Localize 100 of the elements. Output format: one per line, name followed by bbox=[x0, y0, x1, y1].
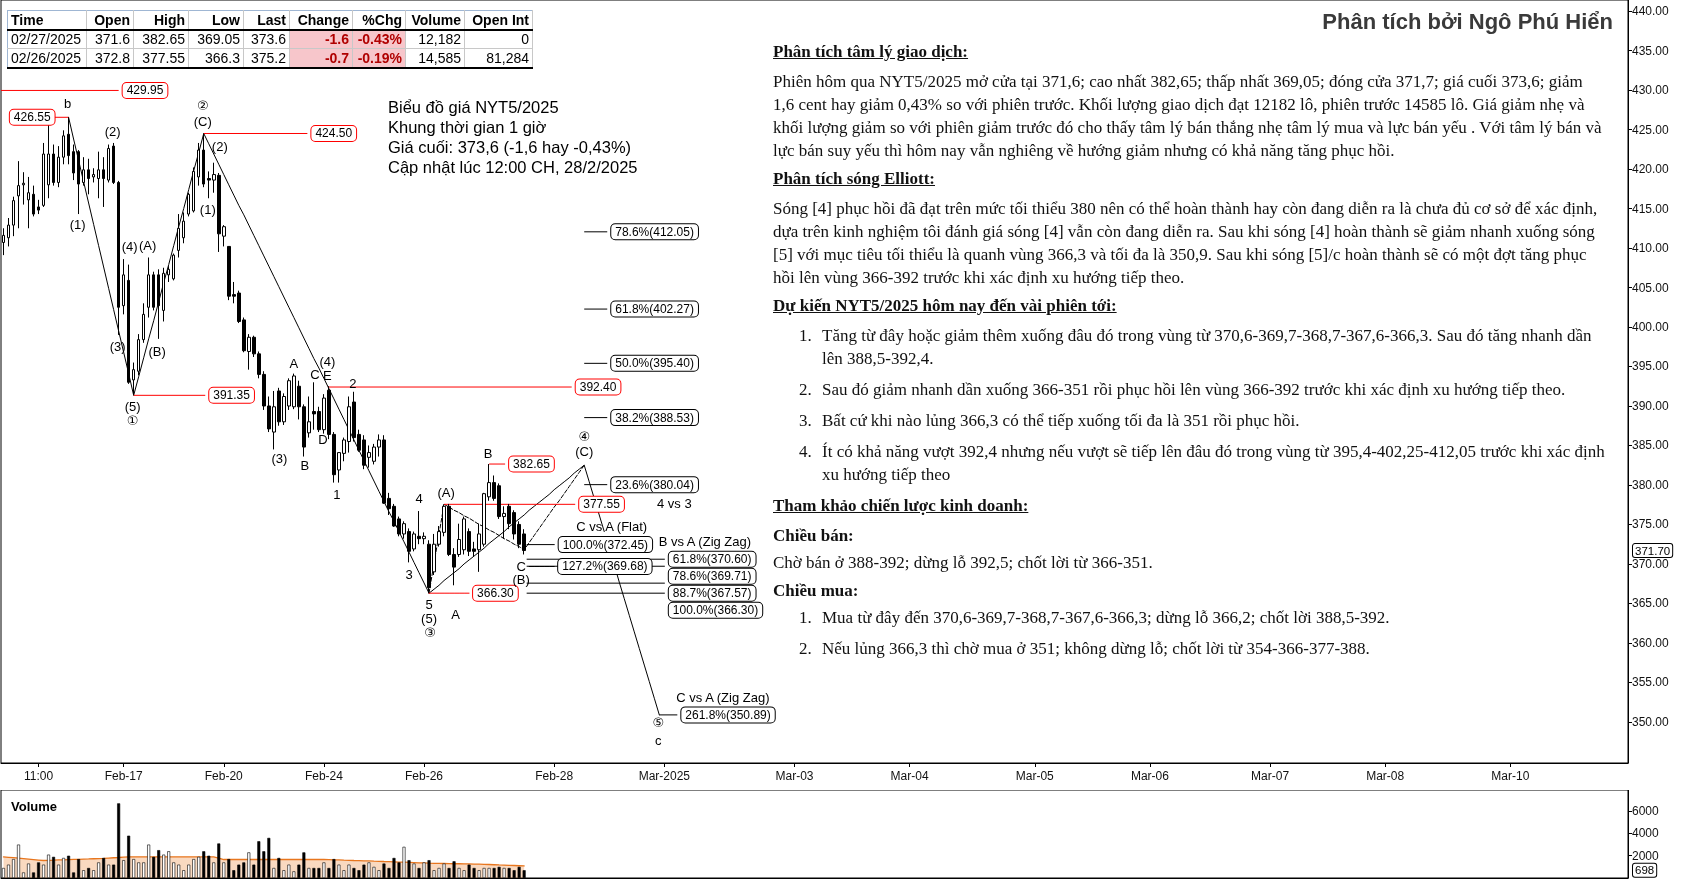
ref-line-label: 382.65 bbox=[513, 457, 551, 472]
annotation: Bất cứ khi nào lủng 366,3 có thể tiếp xuống tối đa là 351 rồi phục hồi. bbox=[822, 411, 1300, 430]
x-tick-label: Feb-26 bbox=[405, 769, 444, 783]
y-tick-label: 4000 bbox=[1632, 826, 1660, 841]
annotation: Giá cuối: 373,6 (-1,6 hay -0,43%) bbox=[388, 137, 633, 157]
data-label: -1.6 bbox=[289, 29, 353, 49]
annotation: C bbox=[516, 558, 526, 574]
annotation: b bbox=[63, 95, 72, 111]
data-label: 0 bbox=[464, 29, 533, 49]
x-tick-label: Mar-03 bbox=[775, 769, 814, 783]
y-tick-label: 360.00 bbox=[1632, 635, 1670, 650]
category-label: High bbox=[133, 10, 189, 30]
x-tick-label: Feb-28 bbox=[535, 769, 574, 783]
x-tick-label: Mar-04 bbox=[890, 769, 929, 783]
x-tick-label: Mar-07 bbox=[1251, 769, 1290, 783]
category-label: 1. bbox=[799, 325, 812, 347]
series-label: 366.30 bbox=[477, 586, 515, 601]
data-label: 373.6 bbox=[243, 29, 290, 49]
annotation: (5) bbox=[124, 399, 141, 415]
annotation: ⑤ bbox=[652, 715, 665, 731]
annotation: (A) bbox=[139, 238, 157, 254]
data-label: 375.2 bbox=[243, 48, 290, 68]
annotation: (B) bbox=[148, 343, 166, 359]
annotation: (1) bbox=[69, 216, 86, 232]
x-tick-label: Mar-2025 bbox=[638, 769, 691, 783]
category-label: Last bbox=[243, 10, 290, 30]
ref-line-label: 61.8%(370.60) bbox=[672, 552, 752, 567]
series-label: 02/26/2025 bbox=[7, 48, 87, 68]
annotation: 3 bbox=[405, 566, 413, 582]
annotation: (4) bbox=[319, 354, 336, 370]
annotation: (A) bbox=[437, 485, 455, 501]
text: Phân tích sóng Elliott: bbox=[773, 168, 936, 190]
annotation: Chờ bán ở 388-392; dừng lỗ 392,5; chốt lời từ 366-351. bbox=[773, 552, 1154, 574]
x-tick-label: Mar-05 bbox=[1015, 769, 1055, 783]
chart-title: Phân tích bởi Ngô Phú Hiển bbox=[1322, 8, 1613, 34]
ref-line-label: 78.6%(369.71) bbox=[672, 569, 752, 584]
annotation: Sau đó giảm nhanh dần xuống 366-351 rồi phục hồi lên vùng 366-392 trước khi xác định xu hướng tiếp theo. bbox=[822, 380, 1566, 399]
annotation: (1) bbox=[199, 201, 216, 217]
y-tick-label: 425.00 bbox=[1632, 122, 1670, 137]
ref-line-label: 426.55 bbox=[13, 110, 51, 125]
data-label: -0.7 bbox=[289, 48, 353, 68]
category-label: Low bbox=[188, 10, 244, 30]
annotation: (3) bbox=[271, 451, 288, 467]
ref-line-label: 392.40 bbox=[579, 380, 617, 395]
ref-line-label: 78.6%(412.05) bbox=[615, 224, 694, 239]
ref-line-label: 100.0%(366.30) bbox=[672, 603, 759, 618]
y-tick-label: 435.00 bbox=[1632, 43, 1670, 58]
x-tick-label: Mar-08 bbox=[1366, 769, 1405, 783]
x-tick-label: Feb-20 bbox=[204, 769, 244, 783]
y-tick-label: 375.00 bbox=[1632, 517, 1670, 532]
y-tick-label: 370.00 bbox=[1632, 556, 1670, 571]
ref-line-label: 61.8%(402.27) bbox=[615, 302, 694, 317]
annotation: C vs A (Flat) bbox=[576, 518, 648, 534]
annotation: (C) bbox=[575, 443, 594, 459]
text: Phân tích tâm lý giao dịch: bbox=[773, 41, 970, 63]
annotation: B bbox=[483, 445, 493, 461]
data-label: -0.43% bbox=[352, 29, 406, 49]
annotation: (B) bbox=[512, 572, 530, 588]
data-label: 377.55 bbox=[133, 48, 189, 68]
category-label: 3. bbox=[799, 410, 812, 432]
x-tick-label: Mar-10 bbox=[1491, 769, 1530, 783]
text: Volume bbox=[11, 799, 57, 814]
ref-line-label: 391.35 bbox=[213, 388, 251, 403]
ref-line-label: 23.6%(380.04) bbox=[615, 477, 694, 492]
data-label: 382.65 bbox=[133, 29, 189, 49]
ref-line-label: 100.0%(372.45) bbox=[562, 537, 649, 552]
y-tick-label: 6000 bbox=[1632, 804, 1660, 819]
text: Dự kiến NYT5/2025 hôm nay đến vài phiên tới: bbox=[773, 295, 1118, 317]
annotation: E bbox=[323, 368, 333, 384]
annotation: 4 bbox=[415, 490, 423, 506]
annotation: 5 bbox=[425, 596, 433, 612]
data-label: 369.05 bbox=[188, 29, 244, 49]
ref-line-label: 261.8%(350.89) bbox=[685, 707, 771, 722]
y-tick-label: 440.00 bbox=[1632, 4, 1670, 19]
annotation: C bbox=[310, 366, 320, 382]
y-tick-label: 430.00 bbox=[1632, 83, 1670, 98]
annotation: B bbox=[300, 457, 310, 473]
y-tick-label: 415.00 bbox=[1632, 201, 1670, 216]
annotation: D bbox=[318, 432, 328, 448]
data-label: 372.8 bbox=[86, 48, 134, 68]
y-tick-label: 365.00 bbox=[1632, 596, 1670, 611]
y-tick-label: 395.00 bbox=[1632, 359, 1670, 374]
y-tick-label: 390.00 bbox=[1632, 398, 1670, 413]
legend-title: Time bbox=[7, 10, 87, 30]
text: 371.70 bbox=[1635, 544, 1671, 557]
annotation: Sóng [4] phục hồi đã đạt trên mức tối thiểu 380 nên có thể hoàn thành hay còn đang diễn ra là chưa đủ cơ sở để xác định, dựa trên kinh nghiệm tôi đánh giá sóng [4] vẫn còn đang diễn ra. Sau khi sóng [4] hoàn thành sẽ giảm nhanh xuống sóng [5] với mục tiêu tối thiểu là quanh vùng 366,3 và tối đa là 350,9. Sau khi sóng [5]/c hoàn thành sẽ có một đợt tăng phục hồi lên vùng 366-392 trước khi xác định xu hướng tiếp theo. bbox=[773, 198, 1599, 289]
ref-line-label: 38.2%(388.53) bbox=[615, 410, 694, 425]
data-label: -0.19% bbox=[352, 48, 406, 68]
annotation: C vs A (Zig Zag) bbox=[676, 689, 770, 705]
annotation: ① bbox=[126, 413, 139, 429]
series-label: 127.2%(369.68) bbox=[562, 559, 648, 574]
annotation: c bbox=[655, 733, 663, 749]
y-tick-label: 385.00 bbox=[1632, 438, 1670, 453]
data-label: 371.6 bbox=[86, 29, 134, 49]
data-label: 12,182 bbox=[405, 29, 465, 49]
ref-line-label: 377.55 bbox=[583, 497, 621, 512]
annotation: ④ bbox=[578, 429, 591, 445]
y-tick-label: 355.00 bbox=[1632, 675, 1670, 690]
x-tick-label: Feb-17 bbox=[104, 769, 143, 783]
annotation: ③ bbox=[424, 625, 436, 641]
